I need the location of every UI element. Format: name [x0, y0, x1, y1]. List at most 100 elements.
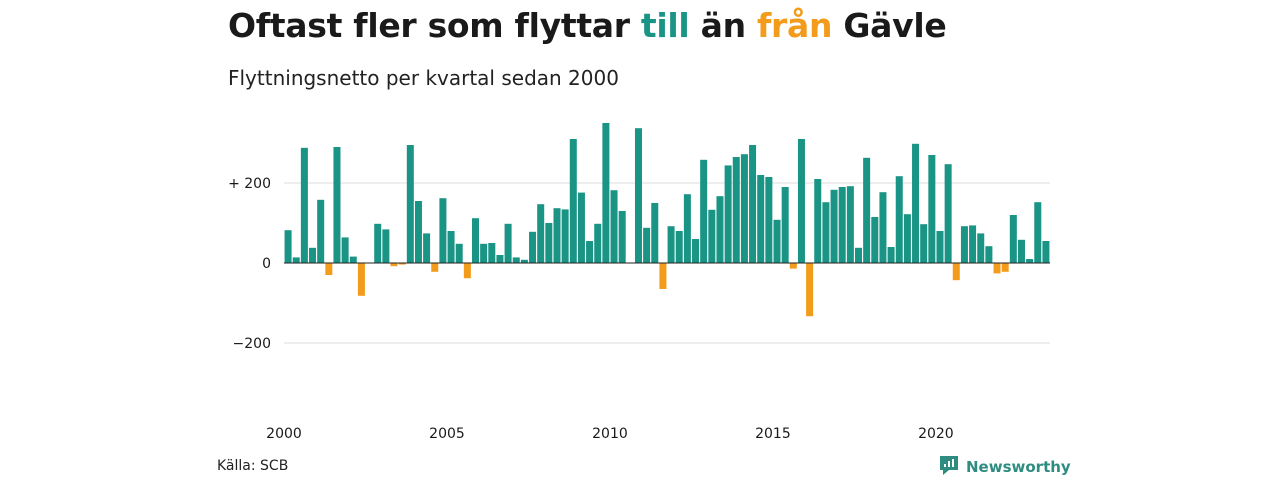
bar-2009-q4 [602, 123, 610, 263]
bar-2001-q4 [341, 237, 349, 263]
bar-2014-q1 [740, 154, 748, 263]
bar-2006-q2 [488, 243, 496, 263]
bar-2013-q4 [732, 157, 740, 263]
bar-2000-q1 [284, 230, 292, 263]
bar-2014-q3 [757, 175, 765, 263]
bar-2004-q3 [431, 263, 439, 272]
bar-2009-q2 [586, 241, 594, 263]
bar-2006-q3 [496, 255, 504, 263]
title-part-1: Oftast fler som flyttar [228, 6, 641, 45]
source-label: Källa: SCB [217, 458, 289, 474]
bar-2011-q1 [643, 227, 651, 263]
title-part-till: till [640, 6, 690, 45]
bar-2010-q4 [634, 128, 642, 263]
brand-name: Newsworthy [966, 458, 1071, 476]
bar-2023-q1 [1034, 202, 1042, 263]
bar-2005-q3 [463, 263, 471, 279]
bar-2016-q1 [806, 263, 814, 317]
bar-2015-q2 [781, 187, 789, 263]
bar-2020-q1 [936, 231, 944, 263]
bar-2021-q4 [993, 263, 1001, 274]
bar-2003-q2 [390, 263, 398, 267]
bar-2017-q2 [846, 186, 854, 263]
x-tick-label-2015: 2015 [755, 426, 791, 442]
bar-2022-q4 [1026, 259, 1034, 263]
bar-2018-q1 [871, 217, 879, 263]
bar-2008-q4 [569, 139, 577, 263]
bar-2007-q1 [512, 257, 520, 263]
title-part-5: Gävle [832, 6, 947, 45]
newsworthy-logo-icon [938, 454, 960, 480]
x-tick-label-2010: 2010 [592, 426, 628, 442]
bar-2000-q2 [292, 257, 300, 263]
bar-2016-q3 [822, 202, 830, 263]
bar-2020-q4 [960, 226, 968, 263]
bar-2007-q4 [537, 204, 545, 263]
bar-2023-q2 [1042, 241, 1050, 263]
x-tick-label-2020: 2020 [918, 426, 954, 442]
bar-2008-q1 [545, 223, 553, 263]
bar-2001-q1 [317, 199, 325, 263]
bar-2007-q2 [520, 259, 528, 263]
bar-2011-q3 [659, 263, 667, 289]
bar-2019-q4 [928, 155, 936, 263]
bar-2004-q1 [414, 201, 422, 263]
y-tick-label: −200 [233, 336, 271, 352]
bar-2020-q3 [952, 263, 960, 281]
bar-2014-q2 [749, 145, 757, 263]
bar-2005-q1 [447, 231, 455, 263]
bar-2008-q2 [553, 208, 561, 263]
bar-2010-q2 [618, 211, 626, 263]
bar-2003-q4 [406, 145, 414, 263]
bar-2013-q3 [724, 165, 732, 263]
bar-2017-q1 [838, 187, 846, 263]
x-tick-label-2000: 2000 [266, 426, 302, 442]
chart-subtitle: Flyttningsnetto per kvartal sedan 2000 [228, 66, 619, 90]
bar-2012-q2 [683, 194, 691, 263]
bar-2008-q3 [561, 209, 569, 263]
bar-2013-q1 [708, 209, 716, 263]
bar-2006-q1 [480, 243, 488, 263]
bar-2022-q1 [1001, 263, 1009, 272]
bar-2004-q2 [423, 233, 431, 263]
bar-2021-q1 [969, 225, 977, 263]
bar-2012-q1 [675, 231, 683, 263]
bar-2012-q4 [700, 159, 708, 263]
bar-2007-q3 [529, 231, 537, 263]
bar-2022-q3 [1017, 239, 1025, 263]
bar-2016-q2 [814, 179, 822, 263]
bar-2018-q3 [887, 247, 895, 263]
bar-2003-q1 [382, 229, 390, 263]
bar-2002-q1 [349, 256, 357, 263]
bar-2020-q2 [944, 164, 952, 263]
bar-2019-q3 [920, 224, 928, 263]
bar-2021-q3 [985, 246, 993, 263]
bar-2000-q4 [309, 247, 317, 263]
bar-2000-q3 [300, 147, 308, 263]
bar-2006-q4 [504, 223, 512, 263]
brand[interactable]: Newsworthy [938, 454, 1071, 480]
bar-2015-q3 [789, 263, 797, 269]
bar-2002-q4 [374, 223, 382, 263]
bar-2012-q3 [692, 239, 700, 263]
bar-2013-q2 [716, 196, 724, 263]
bar-2001-q2 [325, 263, 333, 275]
y-tick-label: + 200 [228, 176, 271, 192]
bar-2019-q2 [912, 143, 920, 263]
bar-2001-q3 [333, 147, 341, 263]
bar-2011-q2 [651, 203, 659, 263]
bar-2009-q1 [577, 192, 585, 263]
bar-2018-q4 [895, 176, 903, 263]
bar-2019-q1 [903, 214, 911, 263]
bar-2017-q4 [863, 157, 871, 263]
bar-2003-q3 [398, 263, 406, 265]
bar-2015-q4 [797, 139, 805, 263]
title-part-fran: från [756, 6, 833, 45]
bar-2005-q4 [472, 218, 480, 263]
bar-2010-q1 [610, 190, 618, 263]
bar-2022-q2 [1009, 215, 1017, 263]
bar-2015-q1 [773, 219, 781, 263]
bar-2002-q2 [357, 263, 365, 296]
chart-title: Oftast fler som flyttar till än från Gäv… [228, 6, 947, 45]
bar-2014-q4 [765, 177, 773, 263]
